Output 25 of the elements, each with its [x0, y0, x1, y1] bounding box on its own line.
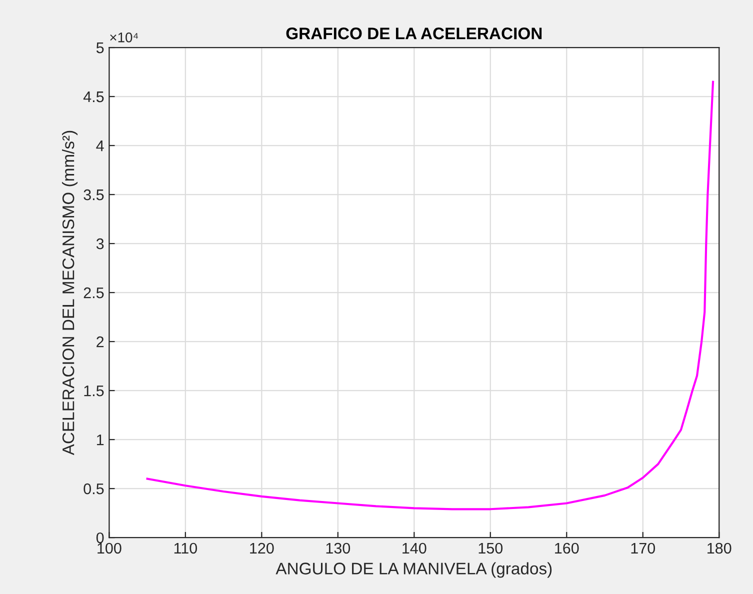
- chart-title: GRAFICO DE LA ACELERACION: [286, 28, 542, 40]
- x-tick-label: 130: [326, 542, 350, 554]
- y-tick-label: 3: [96, 238, 104, 250]
- y-tick-label: 1.5: [84, 386, 104, 396]
- x-tick-label: 150: [478, 542, 503, 554]
- y-tick-label: 4.5: [83, 92, 104, 102]
- x-tick-label: 170: [631, 542, 656, 554]
- x-tick-label: 120: [250, 542, 274, 554]
- y-tick-label: 1: [96, 434, 104, 446]
- text: ×10⁴: [110, 32, 138, 42]
- y-tick-label: 4: [96, 140, 104, 152]
- y-axis-title: ACELERACION DEL MECANISMO (mm/s²): [62, 130, 78, 456]
- y-tick-label: 3.5: [84, 189, 104, 200]
- x-tick-label: 140: [402, 542, 426, 554]
- y-tick-label: 5: [96, 42, 104, 54]
- line-series: [146, 80, 714, 510]
- x-tick-label: 180: [708, 542, 732, 554]
- y-tick-label: 0.5: [84, 483, 104, 494]
- y-tick-label: 2.5: [84, 287, 104, 298]
- x-axis-title: ANGULO DE LA MANIVELA (grados): [276, 562, 552, 578]
- x-tick-label: 100: [98, 542, 122, 554]
- y-tick-label: 2: [96, 336, 104, 348]
- x-tick-label: 110: [174, 542, 198, 554]
- y-tick-label: 0: [96, 532, 104, 544]
- x-tick-label: 160: [555, 542, 579, 554]
